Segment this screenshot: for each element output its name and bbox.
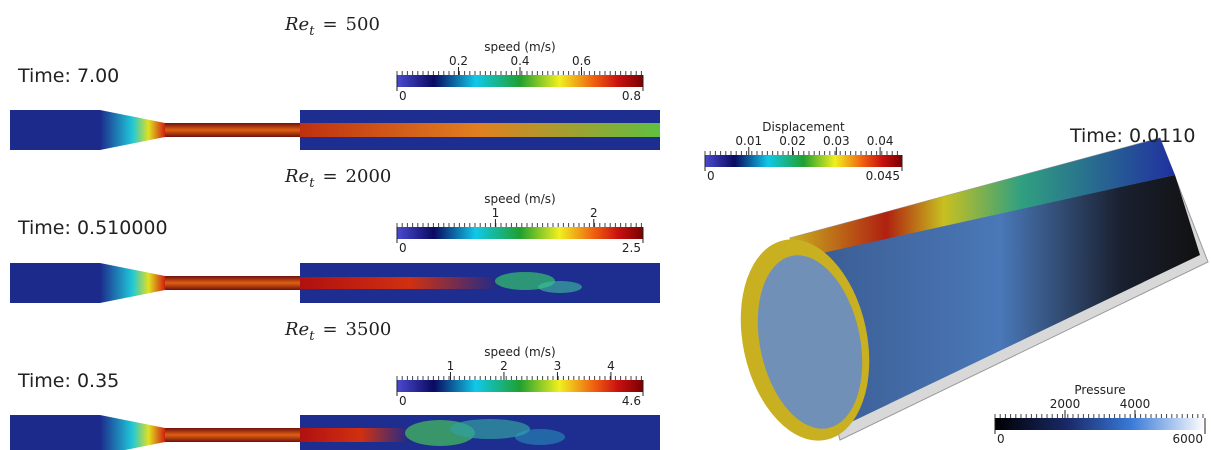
range-label: 0 bbox=[399, 89, 407, 103]
tick-label: 0.6 bbox=[572, 54, 591, 68]
tick-label: 4 bbox=[607, 359, 615, 373]
tick-label: 2 bbox=[590, 206, 598, 220]
time-label: Time: 7.00 bbox=[17, 65, 119, 87]
flow-panel-3 bbox=[10, 415, 660, 450]
time-label: Time: 0.35 bbox=[17, 370, 119, 392]
reynolds-value: 3500 bbox=[346, 319, 392, 340]
colorbar-label: Displacement bbox=[762, 120, 845, 134]
reynolds-relation: = bbox=[322, 166, 337, 187]
colorbar bbox=[995, 418, 1205, 430]
tick-label: 3 bbox=[554, 359, 562, 373]
reynolds-subscript: t bbox=[309, 329, 315, 344]
time-label: Time: 0.510000 bbox=[17, 217, 168, 239]
reynolds-symbol: Re bbox=[284, 319, 309, 340]
reynolds-symbol: Re bbox=[284, 166, 309, 187]
reynolds-number: Ret = 3500 bbox=[284, 319, 391, 344]
tick-label: 0.03 bbox=[823, 134, 850, 148]
flow-panel-1 bbox=[10, 110, 660, 150]
range-label: 0 bbox=[399, 241, 407, 255]
reynolds-number: Ret = 2000 bbox=[284, 166, 391, 191]
range-label: 0 bbox=[399, 394, 407, 408]
reynolds-symbol: Re bbox=[284, 14, 309, 35]
tick-label: 4000 bbox=[1120, 397, 1151, 411]
reynolds-value: 500 bbox=[346, 14, 380, 35]
flow-panel-2 bbox=[10, 263, 660, 303]
colorbar-label: speed (m/s) bbox=[484, 192, 555, 206]
reynolds-subscript: t bbox=[309, 24, 315, 39]
reynolds-number: Ret = 500 bbox=[284, 14, 380, 39]
tick-label: 0.01 bbox=[735, 134, 762, 148]
figure: Ret=500Time: 7.00speed (m/s)0.20.40.600.… bbox=[0, 0, 1211, 450]
colorbar-label: speed (m/s) bbox=[484, 345, 555, 359]
tick-label: 0.4 bbox=[510, 54, 529, 68]
reynolds-value: 2000 bbox=[346, 166, 392, 187]
range-label: 0.8 bbox=[622, 89, 641, 103]
tick-label: 1 bbox=[447, 359, 455, 373]
range-label: 0.045 bbox=[866, 169, 900, 183]
colorbar bbox=[397, 75, 643, 87]
time-label: Time: 0.0110 bbox=[1069, 125, 1195, 147]
tick-label: 1 bbox=[492, 206, 500, 220]
colorbar bbox=[397, 380, 643, 392]
tick-label: 0.2 bbox=[449, 54, 468, 68]
colorbar bbox=[397, 227, 643, 239]
tick-label: 2000 bbox=[1050, 397, 1081, 411]
reynolds-relation: = bbox=[322, 14, 337, 35]
range-label: 0 bbox=[997, 432, 1005, 446]
reynolds-relation: = bbox=[322, 319, 337, 340]
range-label: 2.5 bbox=[622, 241, 641, 255]
tick-label: 2 bbox=[500, 359, 508, 373]
reynolds-subscript: t bbox=[309, 176, 315, 191]
tick-label: 0.02 bbox=[779, 134, 806, 148]
range-label: 0 bbox=[707, 169, 715, 183]
colorbar bbox=[705, 155, 902, 167]
colorbar-label: Pressure bbox=[1074, 383, 1125, 397]
range-label: 4.6 bbox=[622, 394, 641, 408]
tick-label: 0.04 bbox=[867, 134, 894, 148]
range-label: 6000 bbox=[1172, 432, 1203, 446]
colorbar-label: speed (m/s) bbox=[484, 40, 555, 54]
